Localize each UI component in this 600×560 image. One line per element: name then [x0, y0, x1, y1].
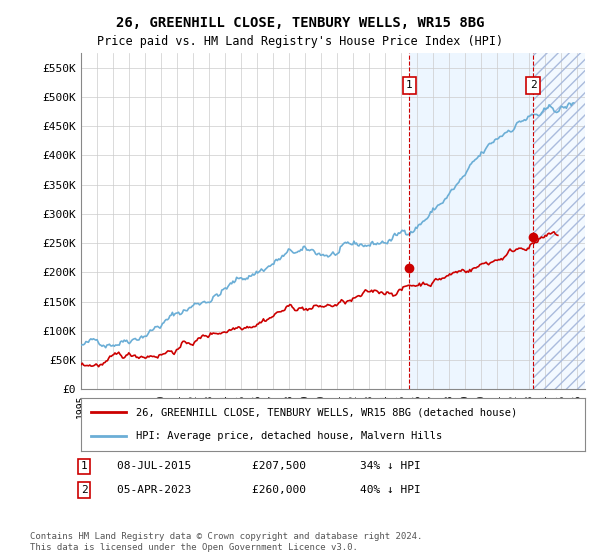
Text: 05-APR-2023         £260,000        40% ↓ HPI: 05-APR-2023 £260,000 40% ↓ HPI: [117, 485, 421, 495]
Bar: [533, 53, 585, 389]
Text: Price paid vs. HM Land Registry's House Price Index (HPI): Price paid vs. HM Land Registry's House …: [97, 35, 503, 48]
Text: 26, GREENHILL CLOSE, TENBURY WELLS, WR15 8BG: 26, GREENHILL CLOSE, TENBURY WELLS, WR15…: [116, 16, 484, 30]
Text: Contains HM Land Registry data © Crown copyright and database right 2024.: Contains HM Land Registry data © Crown c…: [30, 532, 422, 541]
Bar: [409, 53, 533, 389]
Text: 1: 1: [80, 461, 88, 472]
Text: 2: 2: [80, 485, 88, 495]
Text: 2: 2: [530, 80, 536, 90]
Text: 08-JUL-2015         £207,500        34% ↓ HPI: 08-JUL-2015 £207,500 34% ↓ HPI: [117, 461, 421, 472]
Text: 1: 1: [406, 80, 413, 90]
Text: 26, GREENHILL CLOSE, TENBURY WELLS, WR15 8BG (detached house): 26, GREENHILL CLOSE, TENBURY WELLS, WR15…: [136, 408, 518, 418]
Text: This data is licensed under the Open Government Licence v3.0.: This data is licensed under the Open Gov…: [30, 543, 358, 552]
Text: HPI: Average price, detached house, Malvern Hills: HPI: Average price, detached house, Malv…: [136, 431, 443, 441]
Bar: [533, 53, 585, 389]
